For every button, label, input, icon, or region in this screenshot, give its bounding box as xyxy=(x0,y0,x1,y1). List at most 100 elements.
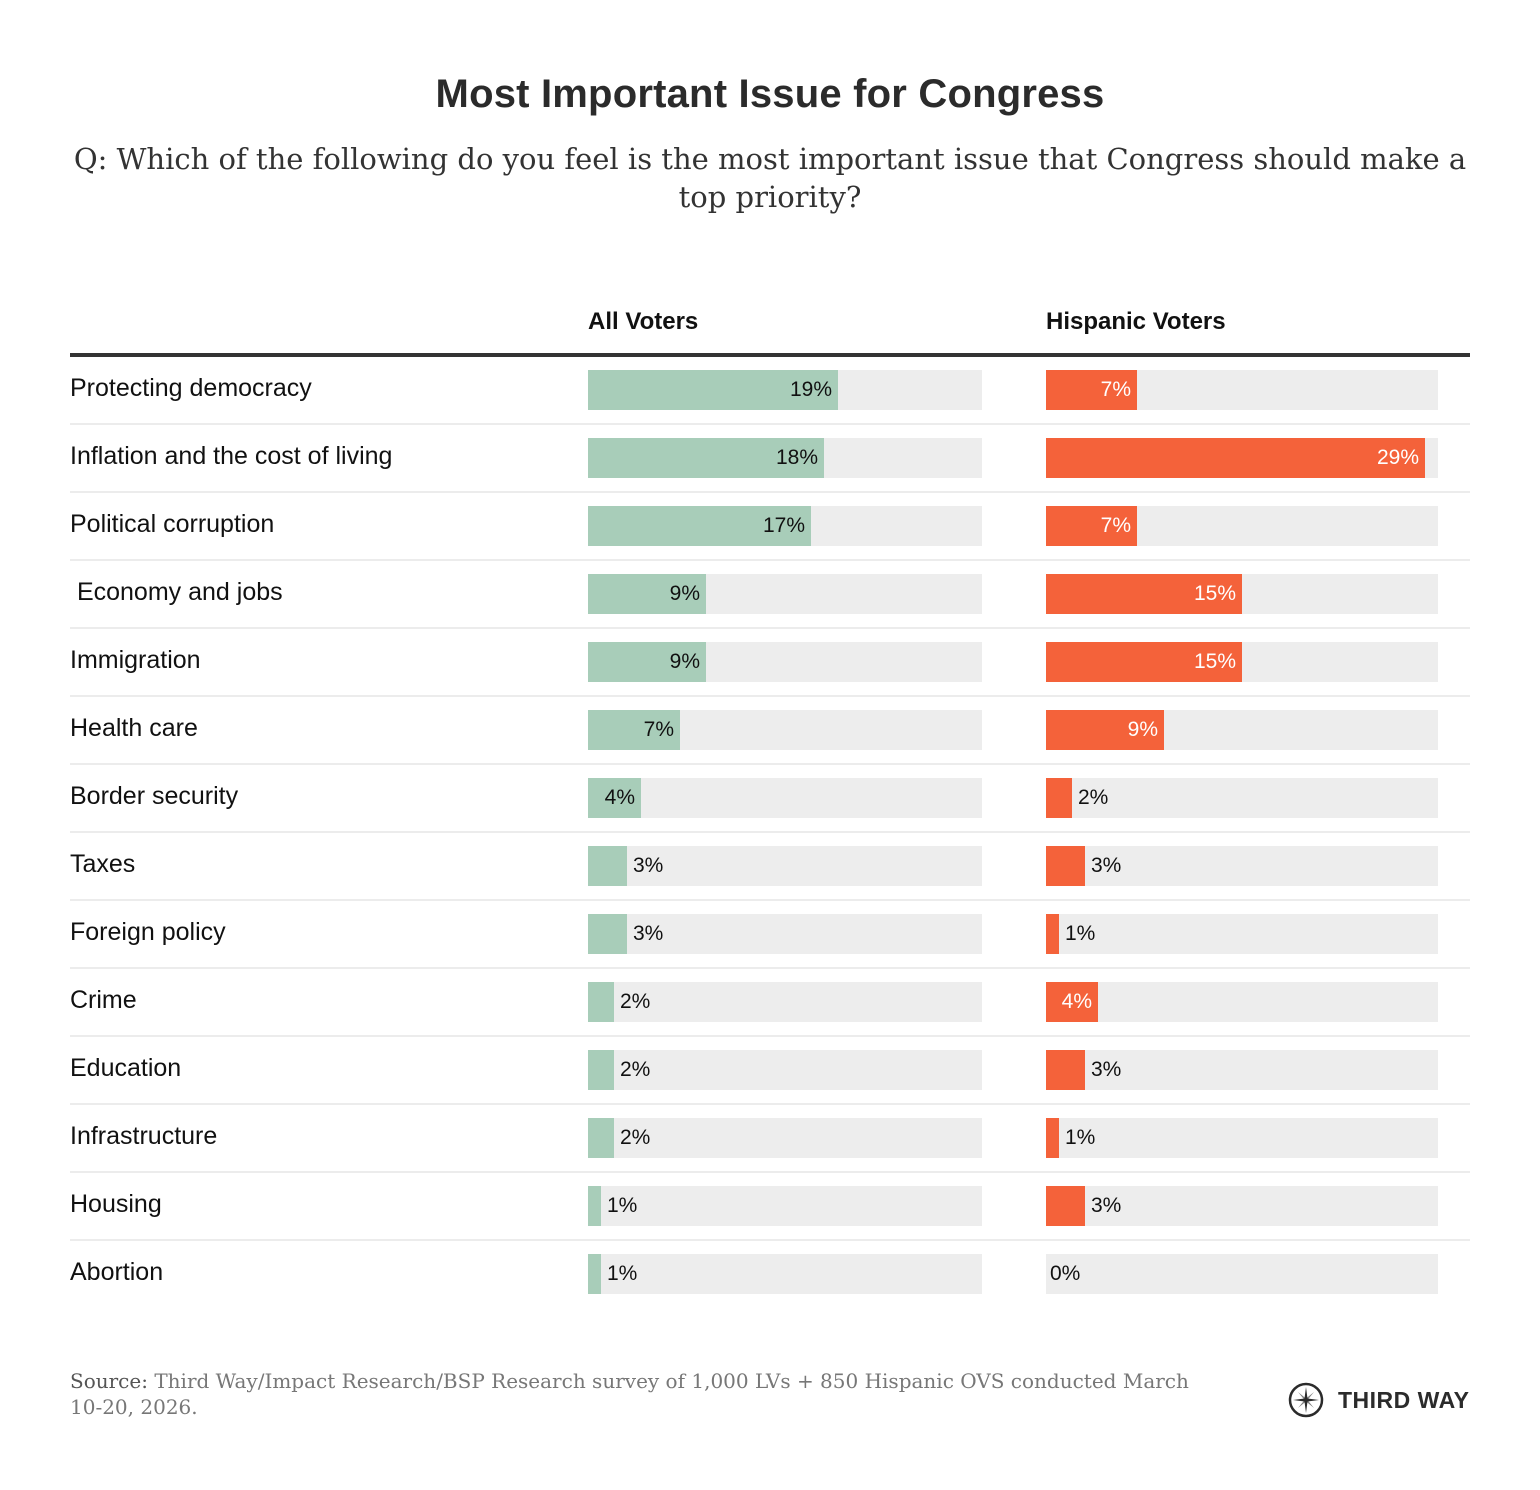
bar-hispanic-voters xyxy=(1046,1118,1059,1158)
data-label-all-voters: 4% xyxy=(604,786,635,809)
chart-row: Protecting democracy 19% 7% xyxy=(70,357,1470,425)
bar-track-all-voters: 1% xyxy=(588,1254,982,1294)
category-label: Housing xyxy=(70,1190,162,1218)
bar-hispanic-voters xyxy=(1046,642,1242,682)
chart-row: Taxes 3% 3% xyxy=(70,833,1470,901)
bar-all-voters xyxy=(588,1186,601,1226)
category-label: Infrastructure xyxy=(70,1122,218,1150)
chart-subtitle: Q: Which of the following do you feel is… xyxy=(73,142,1467,214)
source-note: Source: Third Way/Impact Research/BSP Re… xyxy=(70,1368,1210,1420)
data-label-hispanic-voters: 9% xyxy=(1127,718,1158,741)
data-label-hispanic-voters: 29% xyxy=(1376,446,1419,469)
data-label-hispanic-voters: 0% xyxy=(1050,1262,1081,1285)
column-header-hispanic-voters: Hispanic Voters xyxy=(1046,308,1226,335)
chart-rows: Protecting democracy 19% 7% Inflation and t… xyxy=(70,357,1470,1307)
bar-all-voters xyxy=(588,574,706,614)
bar-track-hispanic-voters: 9% xyxy=(1046,710,1438,750)
chart-row: Political corruption 17% 7% xyxy=(70,493,1470,561)
category-label: Taxes xyxy=(70,850,136,878)
data-label-all-voters: 7% xyxy=(643,718,674,741)
bar-track-hispanic-voters: 4% xyxy=(1046,982,1438,1022)
data-label-all-voters: 2% xyxy=(620,1058,651,1081)
category-label: Border security xyxy=(70,782,239,810)
chart-row: Foreign policy 3% 1% xyxy=(70,901,1470,969)
bar-all-voters xyxy=(588,1050,614,1090)
bar-track-all-voters: 7% xyxy=(588,710,982,750)
category-label: Crime xyxy=(70,986,137,1014)
chart-row: Housing 1% 3% xyxy=(70,1173,1470,1241)
bar-all-voters xyxy=(588,642,706,682)
bar-hispanic-voters xyxy=(1046,370,1137,410)
header-rule xyxy=(70,353,1470,357)
data-label-hispanic-voters: 4% xyxy=(1061,990,1092,1013)
chart-row: Economy and jobs 9% 15% xyxy=(70,561,1470,629)
data-label-hispanic-voters: 3% xyxy=(1091,854,1122,877)
bar-all-voters xyxy=(588,506,811,546)
data-label-hispanic-voters: 15% xyxy=(1193,582,1236,605)
bar-all-voters xyxy=(588,914,627,954)
bar-track-all-voters: 3% xyxy=(588,846,982,886)
data-label-hispanic-voters: 1% xyxy=(1065,1126,1096,1149)
data-label-all-voters: 2% xyxy=(620,990,651,1013)
bar-hispanic-voters xyxy=(1046,574,1242,614)
data-label-hispanic-voters: 2% xyxy=(1078,786,1109,809)
data-label-all-voters: 18% xyxy=(775,446,818,469)
bar-hispanic-voters xyxy=(1046,438,1425,478)
data-label-all-voters: 17% xyxy=(762,514,805,537)
bar-all-voters xyxy=(588,438,824,478)
data-label-all-voters: 9% xyxy=(669,582,700,605)
data-label-all-voters: 19% xyxy=(789,378,832,401)
data-label-all-voters: 9% xyxy=(669,650,700,673)
bar-hispanic-voters xyxy=(1046,846,1085,886)
bar-track-all-voters: 4% xyxy=(588,778,982,818)
bar-track-hispanic-voters: 1% xyxy=(1046,1118,1438,1158)
bar-track-hispanic-voters: 3% xyxy=(1046,1050,1438,1090)
data-label-hispanic-voters: 3% xyxy=(1091,1058,1122,1081)
bar-track-hispanic-voters: 0% xyxy=(1046,1254,1438,1294)
chart-row: Immigration 9% 15% xyxy=(70,629,1470,697)
data-label-hispanic-voters: 7% xyxy=(1100,514,1131,537)
bar-all-voters xyxy=(588,1118,614,1158)
category-label: Education xyxy=(70,1054,182,1082)
bar-all-voters xyxy=(588,982,614,1022)
category-label: Political corruption xyxy=(70,510,275,538)
chart-title: Most Important Issue for Congress xyxy=(435,72,1105,116)
category-label: Health care xyxy=(70,714,198,742)
bar-track-all-voters: 2% xyxy=(588,982,982,1022)
data-label-all-voters: 3% xyxy=(633,854,664,877)
data-label-hispanic-voters: 7% xyxy=(1100,378,1131,401)
data-label-all-voters: 1% xyxy=(607,1194,638,1217)
category-label: Protecting democracy xyxy=(70,374,312,402)
bar-track-hispanic-voters: 3% xyxy=(1046,846,1438,886)
bar-track-all-voters: 2% xyxy=(588,1118,982,1158)
bar-track-all-voters: 17% xyxy=(588,506,982,546)
bar-hispanic-voters xyxy=(1046,1186,1085,1226)
bar-all-voters xyxy=(588,846,627,886)
category-label: Foreign policy xyxy=(70,918,226,946)
bar-track-all-voters: 9% xyxy=(588,574,982,614)
bar-hispanic-voters xyxy=(1046,506,1137,546)
bar-track-hispanic-voters: 15% xyxy=(1046,642,1438,682)
category-label: Economy and jobs xyxy=(70,578,283,606)
chart-row: Health care 7% 9% xyxy=(70,697,1470,765)
bar-track-hispanic-voters: 15% xyxy=(1046,574,1438,614)
bar-track-hispanic-voters: 7% xyxy=(1046,506,1438,546)
bar-all-voters xyxy=(588,370,838,410)
compass-star-icon xyxy=(1288,1382,1324,1418)
chart-row: Abortion 1% 0% xyxy=(70,1241,1470,1307)
data-label-hispanic-voters: 15% xyxy=(1193,650,1236,673)
bar-track-all-voters: 3% xyxy=(588,914,982,954)
category-label: Abortion xyxy=(70,1258,164,1286)
bar-track-hispanic-voters: 2% xyxy=(1046,778,1438,818)
category-label: Inflation and the cost of living xyxy=(70,442,393,470)
chart-row: Crime 2% 4% xyxy=(70,969,1470,1037)
bar-hispanic-voters xyxy=(1046,778,1072,818)
chart-row: Inflation and the cost of living 18% 29% xyxy=(70,425,1470,493)
column-header-all-voters: All Voters xyxy=(588,308,699,335)
bar-track-all-voters: 9% xyxy=(588,642,982,682)
bar-all-voters xyxy=(588,778,641,818)
chart-row: Border security 4% 2% xyxy=(70,765,1470,833)
source-text: Third Way/Impact Research/BSP Research s… xyxy=(70,1369,1189,1419)
bar-hispanic-voters xyxy=(1046,710,1164,750)
bar-track-hispanic-voters: 7% xyxy=(1046,370,1438,410)
